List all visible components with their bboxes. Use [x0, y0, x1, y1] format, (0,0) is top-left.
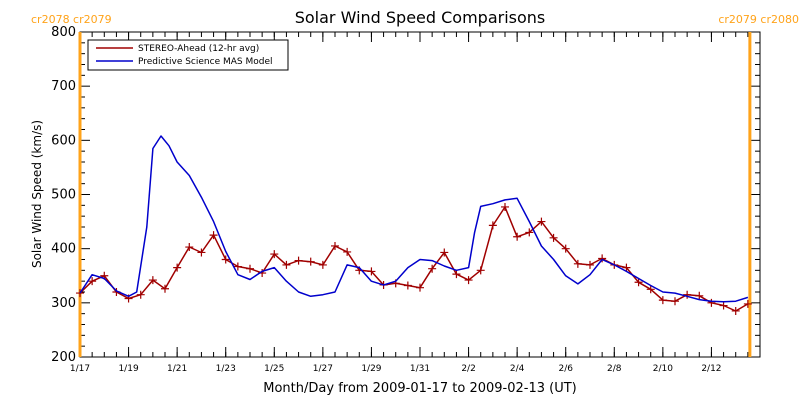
data-point-marker — [549, 233, 558, 242]
data-point-marker — [634, 278, 643, 287]
y-tick-label: 200 — [51, 350, 76, 365]
plot-frame — [79, 31, 761, 358]
axis-ticks: 200 300 400 500 600 700 800 1/17 1/19 1/21 1/23 1/2… — [51, 25, 761, 374]
x-axis-label: Month/Day from 2009-01-17 to 2009-02-13 … — [263, 381, 576, 396]
x-tick-label: 2/12 — [701, 364, 721, 374]
data-point-marker — [185, 243, 194, 252]
data-point-marker — [537, 217, 546, 226]
x-tick-label: 1/29 — [361, 364, 381, 374]
data-point-marker — [343, 247, 352, 256]
data-point-marker — [695, 291, 704, 300]
data-point-marker — [501, 202, 509, 211]
data-point-marker — [197, 248, 206, 257]
data-point-marker — [488, 221, 497, 230]
data-point-marker — [683, 290, 692, 299]
rotation-markers — [78, 32, 752, 357]
legend: STEREO-Ahead (12-hr avg) Predictive Scie… — [87, 39, 289, 71]
data-point-marker — [416, 283, 424, 292]
x-tick-label: 1/25 — [264, 364, 284, 374]
x-tick-label: 2/6 — [558, 364, 573, 374]
rotation-label-right: cr2079 cr2080 — [718, 13, 799, 26]
data-point-marker — [452, 270, 461, 279]
data-point-marker — [403, 281, 412, 290]
data-point-marker — [573, 259, 582, 268]
x-tick-label: 1/19 — [118, 364, 138, 374]
data-point-marker — [209, 231, 218, 240]
x-tick-label: 1/23 — [216, 364, 236, 374]
data-point-marker — [464, 276, 473, 285]
y-tick-label: 700 — [51, 79, 76, 94]
data-point-marker — [719, 301, 728, 310]
rotation-label-left: cr2078 cr2079 — [31, 13, 112, 26]
data-point-marker — [246, 264, 254, 273]
data-point-marker — [282, 260, 291, 269]
data-point-marker — [88, 277, 97, 286]
data-point-marker — [513, 232, 522, 241]
data-point-marker — [367, 267, 376, 276]
data-point-marker — [270, 250, 279, 259]
x-tick-label: 1/17 — [70, 364, 90, 374]
x-tick-label: 1/31 — [410, 364, 430, 374]
data-point-marker — [306, 257, 315, 266]
data-point-marker — [233, 262, 242, 271]
x-tick-label: 1/27 — [313, 364, 333, 374]
data-point-marker — [136, 290, 145, 299]
y-tick-label: 600 — [51, 133, 76, 148]
data-point-marker — [294, 256, 303, 265]
data-point-marker — [161, 284, 169, 293]
x-tick-label: 2/10 — [653, 364, 673, 374]
data-point-marker — [622, 263, 631, 272]
data-point-marker — [707, 298, 716, 307]
data-point-marker — [331, 241, 339, 250]
data-point-marker — [598, 254, 607, 263]
y-tick-label: 300 — [51, 296, 76, 311]
legend-box — [87, 39, 289, 71]
data-point-marker — [440, 248, 449, 257]
data-point-marker — [318, 260, 327, 269]
data-point-marker — [658, 296, 667, 305]
x-tick-label: 2/2 — [461, 364, 475, 374]
data-point-marker — [646, 285, 655, 294]
data-point-marker — [561, 244, 570, 253]
y-tick-label: 400 — [51, 242, 76, 257]
y-axis-label: Solar Wind Speed (km/s) — [30, 120, 44, 268]
legend-label-mas: Predictive Science MAS Model — [138, 57, 273, 67]
data-point-marker — [476, 266, 485, 275]
data-point-marker — [173, 263, 182, 272]
series-line-1 — [79, 135, 749, 303]
legend-label-stereo: STEREO-Ahead (12-hr avg) — [138, 44, 259, 54]
data-point-marker — [148, 276, 157, 285]
data-series — [76, 135, 752, 315]
x-tick-label: 2/4 — [510, 364, 525, 374]
y-tick-label: 800 — [51, 25, 76, 40]
data-point-marker — [586, 260, 594, 269]
y-tick-label: 500 — [51, 188, 76, 203]
data-point-marker — [525, 228, 534, 237]
data-point-marker — [428, 264, 437, 273]
x-tick-label: 1/21 — [167, 364, 187, 374]
series-line-0 — [79, 206, 749, 312]
data-point-marker — [731, 306, 740, 315]
data-point-marker — [743, 299, 752, 308]
data-point-marker — [671, 297, 679, 306]
data-point-marker — [221, 255, 230, 264]
chart-title: Solar Wind Speed Comparisons — [295, 8, 546, 27]
x-tick-label: 2/8 — [607, 364, 622, 374]
